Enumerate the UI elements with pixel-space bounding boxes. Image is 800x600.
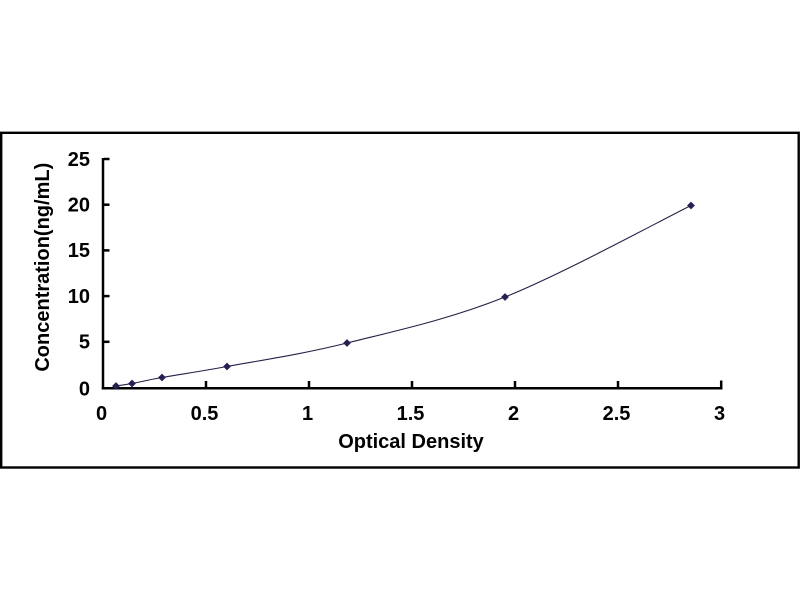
- svg-text:5: 5: [79, 332, 90, 354]
- svg-text:2.5: 2.5: [603, 403, 631, 425]
- svg-text:25: 25: [68, 149, 90, 171]
- svg-text:2: 2: [508, 403, 519, 425]
- svg-text:20: 20: [68, 195, 90, 217]
- svg-text:0.5: 0.5: [191, 403, 219, 425]
- svg-text:0: 0: [79, 378, 90, 400]
- svg-text:Concentration(ng/mL): Concentration(ng/mL): [32, 163, 54, 372]
- svg-text:3: 3: [714, 403, 725, 425]
- svg-text:15: 15: [68, 240, 90, 262]
- svg-text:1: 1: [302, 403, 313, 425]
- svg-text:Optical Density: Optical Density: [338, 431, 484, 453]
- svg-text:10: 10: [68, 286, 90, 308]
- svg-text:1.5: 1.5: [397, 403, 425, 425]
- svg-text:0: 0: [96, 403, 107, 425]
